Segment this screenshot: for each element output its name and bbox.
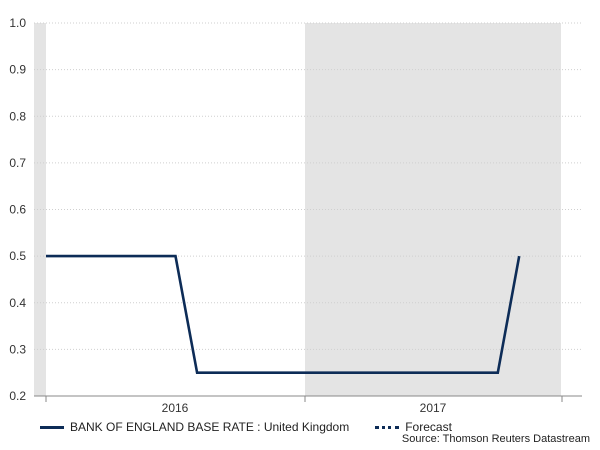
- gridlines: [34, 22, 582, 350]
- series-lines: [46, 254, 521, 375]
- x-tick-label: 2016: [162, 401, 189, 415]
- y-tick-label: 0.5: [9, 249, 26, 263]
- y-tick-label: 0.9: [9, 63, 26, 77]
- legend-item-base-rate: BANK OF ENGLAND BASE RATE : United Kingd…: [40, 420, 349, 434]
- legend-item-forecast: Forecast: [375, 420, 452, 434]
- legend-label-forecast: Forecast: [405, 420, 452, 434]
- legend-label-base-rate: BANK OF ENGLAND BASE RATE : United Kingd…: [70, 420, 350, 434]
- legend-swatch-solid: [40, 425, 64, 429]
- source-note: Source: Thomson Reuters Datastream: [401, 433, 590, 445]
- series-line-base-rate: [46, 254, 521, 375]
- legend-swatch-dotted: [375, 425, 400, 429]
- x-axis: 2016 2017: [34, 395, 582, 415]
- y-tick-label: 0.4: [9, 296, 26, 310]
- y-tick-label: 0.6: [9, 203, 26, 217]
- y-tick-label: 0.2: [9, 389, 26, 403]
- y-tick-label: 0.7: [9, 156, 26, 170]
- x-tick-label: 2017: [420, 401, 447, 415]
- legend: BANK OF ENGLAND BASE RATE : United Kingd…: [40, 418, 478, 436]
- y-tick-label: 0.3: [9, 342, 26, 356]
- y-tick-label: 1.0: [9, 16, 26, 30]
- y-tick-label: 0.8: [9, 109, 26, 123]
- y-axis-tick-labels: 0.2 0.3 0.4 0.5 0.6 0.7 0.8 0.9 1.0: [9, 16, 26, 403]
